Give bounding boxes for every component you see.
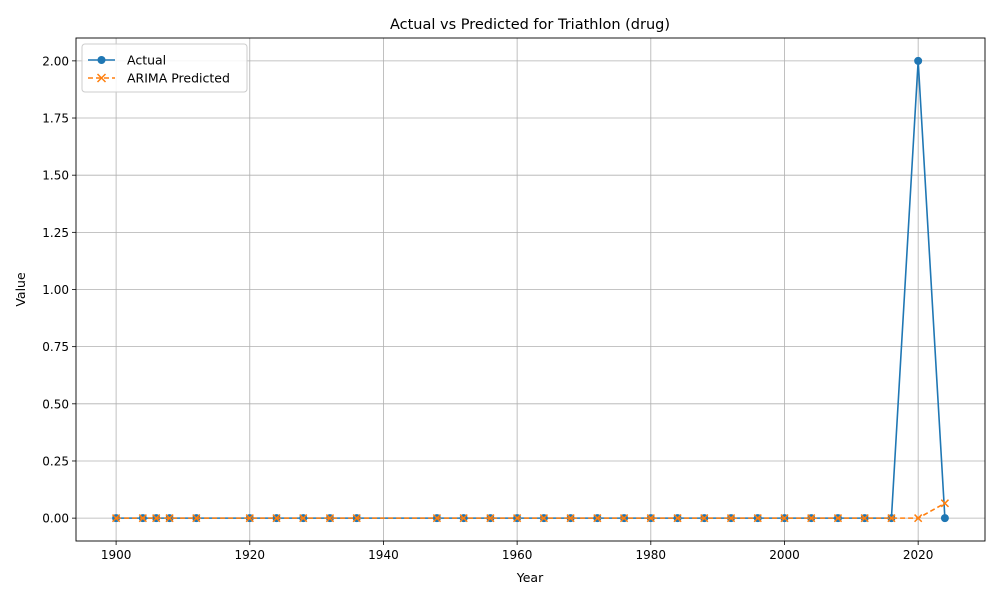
data-point	[152, 514, 161, 523]
data-point	[860, 514, 869, 523]
x-tick-label: 1920	[235, 548, 266, 562]
data-point	[914, 514, 923, 523]
data-point	[192, 514, 201, 523]
data-point	[566, 514, 575, 523]
data-point	[593, 514, 602, 523]
data-point	[138, 514, 147, 523]
y-tick-label: 0.50	[42, 397, 69, 411]
data-point	[432, 514, 442, 523]
data-point	[352, 514, 361, 523]
data-point	[646, 514, 655, 523]
x-tick-label: 1900	[101, 548, 132, 562]
x-tick-label: 1980	[636, 548, 667, 562]
data-point	[539, 514, 548, 523]
y-tick-label: 1.25	[42, 226, 69, 240]
y-tick-label: 2.00	[42, 54, 69, 68]
y-tick-label: 0.25	[42, 454, 69, 468]
data-point	[807, 514, 816, 523]
data-point	[780, 514, 789, 523]
y-tick-label: 0.75	[42, 340, 69, 354]
data-point	[940, 499, 950, 508]
data-point	[513, 514, 522, 523]
data-point	[887, 514, 896, 523]
y-tick-label: 0.00	[42, 512, 69, 526]
legend-box	[81, 43, 248, 93]
data-point	[619, 514, 629, 523]
data-point	[914, 56, 923, 65]
y-tick-label: 1.75	[42, 112, 69, 126]
series-1	[111, 499, 950, 523]
x-axis-label: Year	[516, 570, 544, 585]
data-point	[299, 514, 308, 523]
x-tick-label: 2020	[903, 548, 934, 562]
x-tick-label: 1940	[368, 548, 399, 562]
data-point	[940, 514, 949, 523]
legend-predicted-marker	[96, 73, 107, 83]
legend-actual-label: Actual	[127, 53, 166, 68]
data-point	[165, 514, 174, 523]
x-tick-label: 2000	[769, 548, 800, 562]
data-point	[459, 514, 468, 523]
data-point	[833, 514, 843, 523]
legend-actual-marker	[97, 56, 106, 64]
series-line-1	[116, 502, 946, 519]
data-point	[726, 514, 736, 523]
chart-title: Actual vs Predicted for Triathlon (drug)	[390, 17, 670, 33]
data-point	[245, 514, 254, 523]
data-point	[111, 514, 121, 523]
legend: Actual ARIMA Predicted	[81, 43, 248, 93]
data-point	[486, 514, 495, 523]
data-point	[753, 514, 762, 523]
y-tick-label: 1.00	[42, 283, 69, 297]
data-point	[325, 514, 335, 523]
data-point	[700, 514, 709, 523]
data-point	[673, 514, 682, 523]
legend-predicted-label: ARIMA Predicted	[127, 71, 230, 86]
data-point	[272, 514, 281, 523]
x-tick-label: 1960	[502, 548, 533, 562]
y-tick-label: 1.50	[42, 169, 69, 183]
y-axis-label: Value	[13, 272, 28, 307]
